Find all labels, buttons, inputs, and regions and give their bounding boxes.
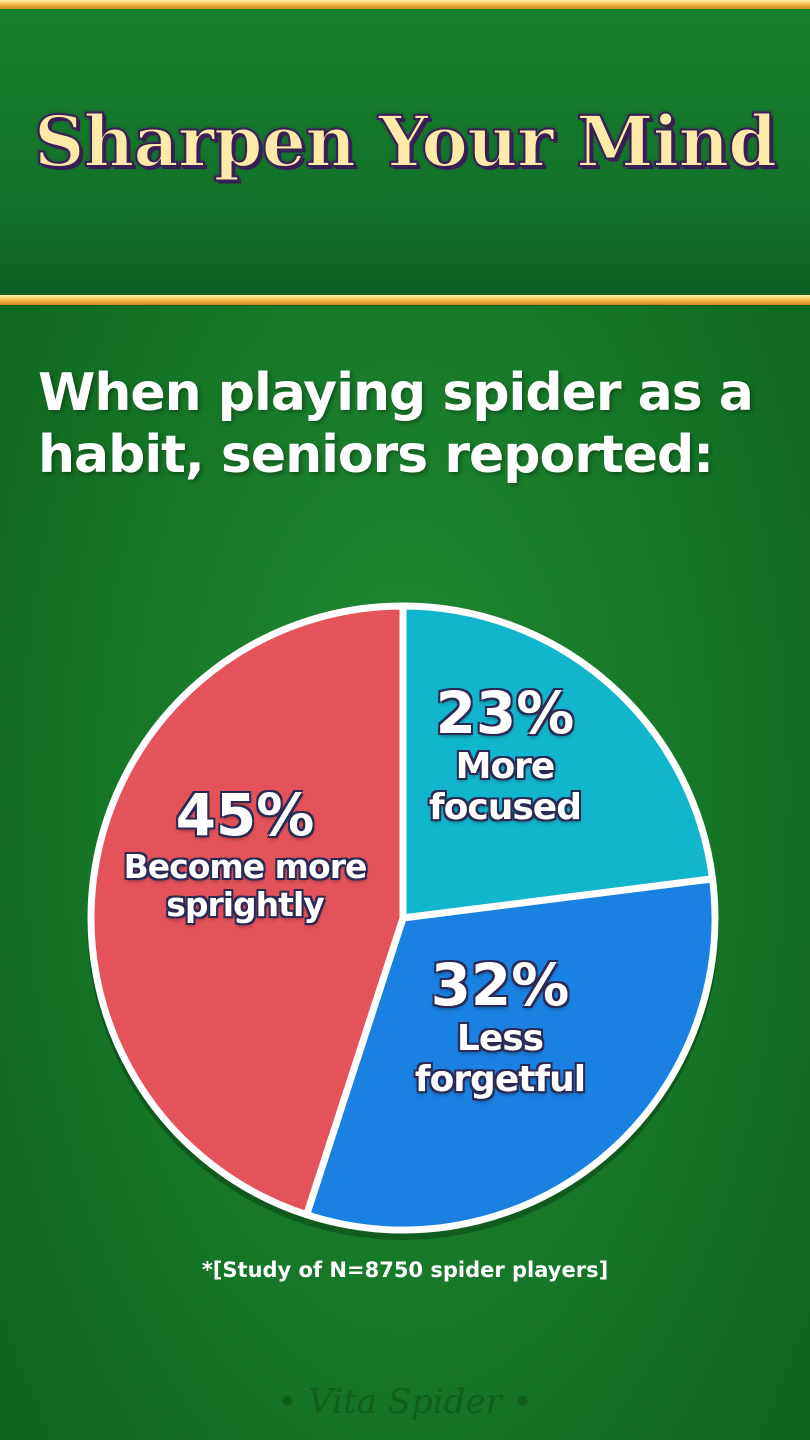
chart-title: When playing spider as a habit, seniors …	[38, 363, 754, 486]
gold-border-top	[0, 0, 810, 9]
slice-caption: Less forgetful	[414, 1017, 586, 1101]
header-banner	[0, 0, 810, 306]
slice-label-focused: 23% More focused	[410, 679, 600, 829]
slice-percent: 23%	[435, 679, 575, 747]
slice-caption: More focused	[429, 745, 582, 829]
slice-label-forgetful: 32% Less forgetful	[390, 951, 610, 1101]
study-note: *[Study of N=8750 spider players]	[201, 1258, 609, 1282]
pie-slice-2	[87, 602, 407, 1219]
gold-border-bottom	[0, 295, 810, 305]
slice-label-sprightly: 45% Become more sprightly	[100, 781, 390, 924]
slice-percent: 32%	[430, 951, 570, 1019]
pie-slice-0	[399, 602, 717, 922]
slice-percent: 45%	[175, 781, 315, 849]
page-title: Sharpen Your Mind	[33, 99, 778, 184]
watermark-logo: • Vita Spider •	[277, 1382, 533, 1422]
pie-slice-1	[303, 875, 719, 1234]
slice-caption: Become more sprightly	[123, 846, 368, 924]
